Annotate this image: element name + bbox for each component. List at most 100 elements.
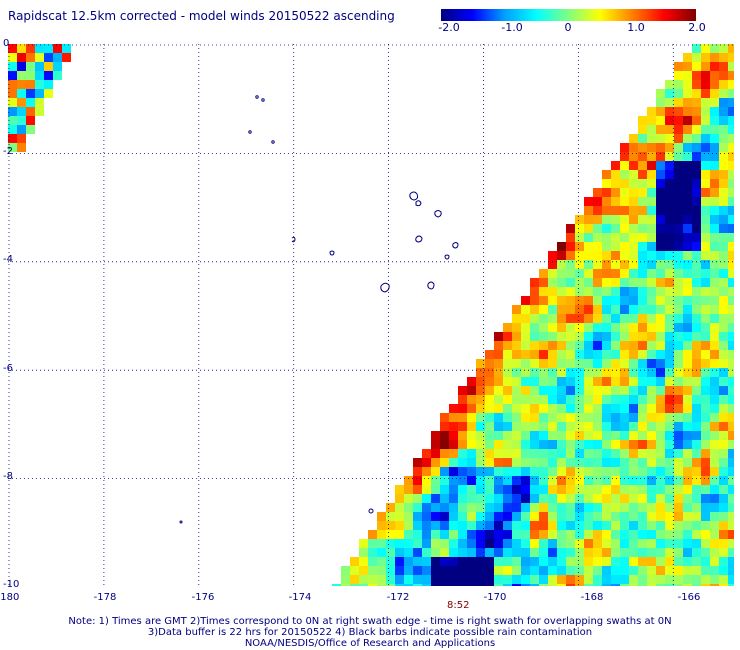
swath-cell bbox=[656, 476, 665, 485]
swath-cell bbox=[449, 548, 458, 557]
swath-cell bbox=[467, 566, 476, 575]
swath-cell bbox=[494, 539, 503, 548]
swath-cell bbox=[548, 377, 557, 386]
swath-cell bbox=[566, 287, 575, 296]
swath-cell bbox=[620, 575, 629, 584]
swath-cell bbox=[521, 521, 530, 530]
footnote-credit: NOAA/NESDIS/Office of Research and Appli… bbox=[244, 638, 496, 649]
swath-cell bbox=[17, 134, 26, 143]
swath-cell bbox=[17, 53, 26, 62]
swath-cell bbox=[557, 440, 566, 449]
swath-cell bbox=[665, 323, 674, 332]
swath-cell bbox=[638, 179, 647, 188]
swath-cell bbox=[368, 539, 377, 548]
swath-cell bbox=[593, 224, 602, 233]
swath-cell bbox=[701, 143, 710, 152]
swath-cell bbox=[494, 575, 503, 584]
swath-cell bbox=[701, 188, 710, 197]
swath-cell bbox=[593, 404, 602, 413]
swath-cell bbox=[620, 143, 629, 152]
swath-cell bbox=[476, 476, 485, 485]
swath-cell bbox=[530, 422, 539, 431]
swath-cell bbox=[557, 422, 566, 431]
swath-cell bbox=[467, 485, 476, 494]
swath-cell bbox=[728, 368, 734, 377]
swath-cell bbox=[620, 566, 629, 575]
swath-cell bbox=[647, 440, 656, 449]
swath-cell bbox=[692, 548, 701, 557]
swath-cell bbox=[719, 269, 728, 278]
swath-cell bbox=[710, 395, 719, 404]
swath-cell bbox=[422, 494, 431, 503]
swath-cell bbox=[503, 323, 512, 332]
swath-cell bbox=[593, 296, 602, 305]
swath-cell bbox=[584, 377, 593, 386]
swath-cell bbox=[539, 449, 548, 458]
x-tick-label: -166 bbox=[677, 592, 701, 603]
swath-cell bbox=[710, 143, 719, 152]
swath-cell bbox=[512, 386, 521, 395]
swath-cell bbox=[611, 314, 620, 323]
swath-cell bbox=[692, 197, 701, 206]
swath-cell bbox=[701, 278, 710, 287]
swath-cell bbox=[530, 539, 539, 548]
swath-cell bbox=[647, 188, 656, 197]
swath-cell bbox=[458, 386, 467, 395]
swath-cell bbox=[638, 422, 647, 431]
swath-cell bbox=[647, 350, 656, 359]
swath-cell bbox=[521, 557, 530, 566]
swath-cell bbox=[431, 557, 440, 566]
swath-cell bbox=[611, 440, 620, 449]
swath-cell bbox=[584, 413, 593, 422]
swath-cell bbox=[566, 368, 575, 377]
swath-cell bbox=[539, 413, 548, 422]
swath-cell bbox=[584, 278, 593, 287]
swath-cell bbox=[458, 557, 467, 566]
swath-cell bbox=[719, 98, 728, 107]
swath-cell bbox=[575, 332, 584, 341]
swath-cell bbox=[656, 494, 665, 503]
swath-cell bbox=[629, 305, 638, 314]
swath-cell bbox=[674, 332, 683, 341]
lat-lon-grid bbox=[8, 44, 734, 586]
swath-cell bbox=[692, 260, 701, 269]
swath-cell bbox=[431, 449, 440, 458]
swath-cell bbox=[593, 485, 602, 494]
swath-cell bbox=[575, 287, 584, 296]
swath-cell bbox=[620, 485, 629, 494]
swath-cell bbox=[575, 584, 584, 586]
swath-cell bbox=[620, 377, 629, 386]
swath-cell bbox=[665, 305, 674, 314]
swath-cell bbox=[557, 395, 566, 404]
swath-cell bbox=[674, 431, 683, 440]
swath-cell bbox=[638, 413, 647, 422]
swath-cell bbox=[611, 206, 620, 215]
swath-cell bbox=[530, 350, 539, 359]
swath-cell bbox=[530, 368, 539, 377]
swath-cell bbox=[620, 557, 629, 566]
swath-cell bbox=[530, 287, 539, 296]
swath-cell bbox=[548, 503, 557, 512]
swath-cell bbox=[620, 161, 629, 170]
swath-cell bbox=[710, 179, 719, 188]
swath-cell bbox=[647, 467, 656, 476]
swath-cell bbox=[539, 287, 548, 296]
swath-cell bbox=[584, 269, 593, 278]
swath-cell bbox=[494, 530, 503, 539]
swath-cell bbox=[647, 575, 656, 584]
swath-cell bbox=[512, 548, 521, 557]
swath-cell bbox=[593, 287, 602, 296]
swath-cell bbox=[674, 215, 683, 224]
swath-cell bbox=[638, 287, 647, 296]
swath-cell bbox=[656, 134, 665, 143]
swath-cell bbox=[629, 476, 638, 485]
swath-cell bbox=[548, 269, 557, 278]
swath-cell bbox=[647, 359, 656, 368]
swath-cell bbox=[584, 584, 593, 586]
swath-cell bbox=[629, 404, 638, 413]
swath-cell bbox=[674, 269, 683, 278]
swath-cell bbox=[584, 485, 593, 494]
swath-cell bbox=[26, 116, 35, 125]
swath-cell bbox=[575, 242, 584, 251]
swath-cell bbox=[719, 287, 728, 296]
